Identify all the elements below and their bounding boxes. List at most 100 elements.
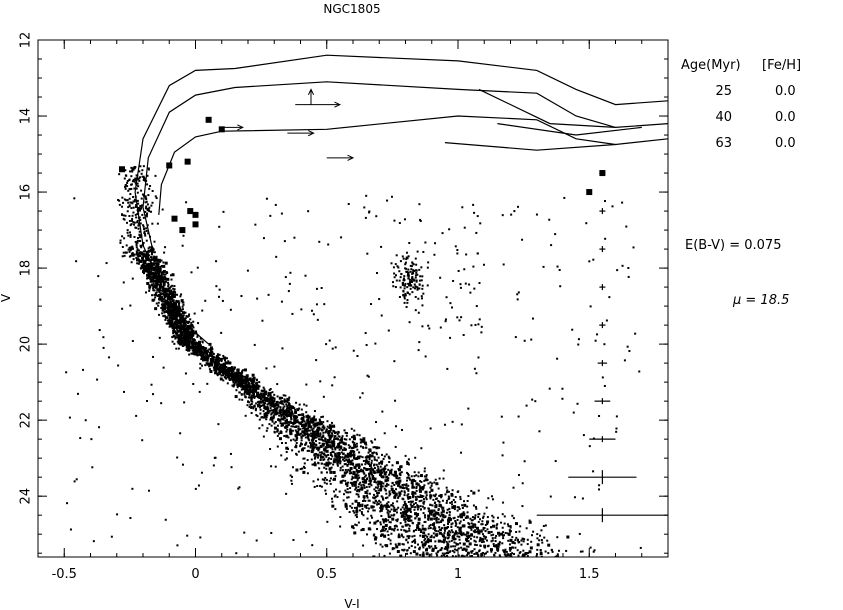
star-point (459, 529, 462, 532)
star-point (300, 408, 303, 411)
star-point (390, 262, 393, 265)
star-point (329, 477, 332, 480)
star-point (180, 310, 183, 313)
star-point (295, 401, 298, 404)
star-point (395, 545, 399, 549)
star-point (172, 330, 176, 334)
star-point (154, 174, 157, 177)
star-point (441, 232, 444, 235)
star-point (361, 392, 364, 395)
star-point (480, 555, 483, 557)
star-point (348, 454, 352, 458)
star-point (136, 213, 139, 216)
star-point (259, 396, 262, 399)
star-point (110, 535, 113, 538)
star-point (362, 478, 365, 481)
star-point (325, 343, 328, 346)
star-point (220, 371, 223, 374)
star-point (355, 442, 358, 445)
star-point (281, 396, 284, 399)
star-point (415, 553, 418, 556)
star-point (311, 432, 315, 436)
star-point (434, 511, 438, 515)
star-point (349, 491, 352, 494)
star-point (311, 428, 314, 431)
star-point (268, 423, 271, 426)
star-point (487, 545, 490, 548)
star-point (240, 393, 243, 396)
star-point (204, 364, 207, 367)
star-point (395, 254, 398, 257)
star-point (166, 316, 169, 319)
star-point (390, 195, 393, 198)
star-point (364, 467, 367, 470)
star-point (141, 257, 144, 260)
star-point (228, 373, 231, 376)
star-point (402, 277, 405, 280)
star-point (280, 454, 283, 457)
star-point (121, 245, 124, 248)
star-point (264, 402, 267, 405)
star-point (374, 537, 377, 540)
star-point (449, 302, 452, 305)
star-point (252, 405, 255, 408)
star-point (240, 377, 243, 380)
star-point (373, 467, 376, 470)
star-point (418, 548, 421, 551)
star-point (362, 514, 365, 517)
star-point (454, 501, 457, 504)
star-point (207, 350, 210, 353)
star-point (312, 313, 315, 316)
star-point (231, 377, 234, 380)
star-point (148, 284, 151, 287)
star-point (289, 271, 292, 274)
star-point (421, 527, 424, 530)
star-point (288, 404, 291, 407)
star-point (331, 442, 334, 445)
star-point (121, 235, 124, 238)
star-point (168, 303, 171, 306)
star-point (272, 414, 275, 417)
star-point (159, 277, 162, 280)
star-point (374, 499, 377, 502)
star-point (350, 467, 353, 470)
star-point (167, 302, 170, 305)
star-point (481, 520, 484, 523)
star-point (274, 405, 277, 408)
star-point (230, 369, 233, 372)
star-point (380, 461, 383, 464)
star-point (588, 445, 591, 448)
star-point (456, 506, 459, 509)
star-point (385, 544, 389, 548)
star-point (501, 214, 504, 217)
star-point (418, 287, 421, 290)
star-point (147, 208, 150, 211)
star-point (293, 414, 296, 417)
star-point (255, 378, 258, 381)
star-point (418, 546, 421, 549)
star-point (326, 442, 329, 445)
star-point (383, 554, 386, 557)
star-point (538, 430, 541, 433)
star-point (394, 494, 397, 497)
star-point (456, 526, 459, 529)
star-point (126, 210, 129, 213)
star-point (309, 429, 312, 432)
star-point (331, 500, 334, 503)
star-point (270, 424, 273, 427)
star-point (495, 527, 498, 530)
star-point (126, 179, 129, 182)
star-point (392, 473, 395, 476)
star-point (490, 550, 493, 553)
star-point (388, 521, 391, 524)
star-point (548, 218, 551, 221)
star-point (361, 527, 365, 531)
star-point (350, 427, 353, 430)
star-point (401, 548, 404, 551)
star-point (514, 539, 517, 542)
star-point (380, 314, 383, 317)
star-point (392, 528, 395, 531)
star-point (435, 530, 438, 533)
star-point (347, 481, 350, 484)
star-point (291, 410, 294, 413)
